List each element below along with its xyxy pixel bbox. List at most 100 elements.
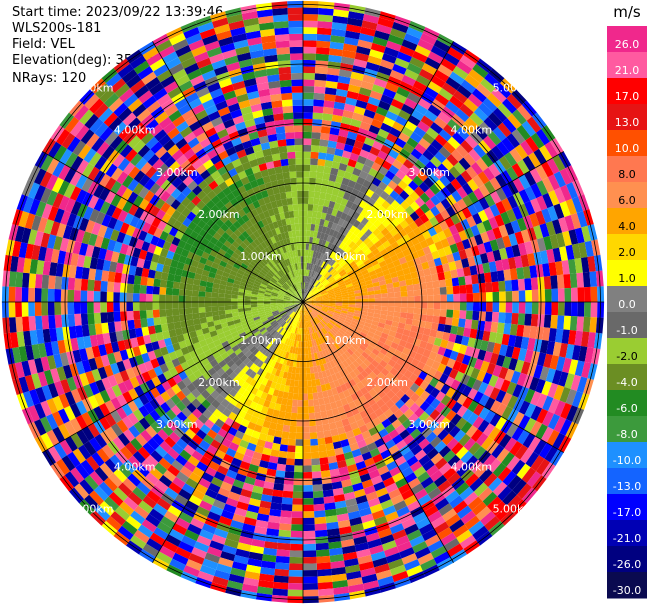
gate-cell xyxy=(319,260,324,267)
gate-cell xyxy=(304,282,307,290)
gate-cell xyxy=(535,164,548,181)
gate-cell xyxy=(377,372,386,381)
gate-cell xyxy=(309,304,316,308)
gate-cell xyxy=(321,308,328,312)
gate-cell xyxy=(480,340,489,352)
gate-cell xyxy=(240,334,249,342)
gate-cell xyxy=(426,308,434,316)
gate-cell xyxy=(195,483,208,495)
gate-cell xyxy=(340,397,349,406)
gate-cell xyxy=(214,449,226,460)
gate-cell xyxy=(112,436,125,451)
gate-cell xyxy=(389,466,402,477)
gate-cell xyxy=(430,436,442,448)
gate-cell xyxy=(69,417,82,433)
gate-cell xyxy=(338,355,346,363)
gate-cell xyxy=(303,302,305,309)
gate-cell xyxy=(432,315,440,324)
gate-cell xyxy=(48,315,56,329)
gate-cell xyxy=(311,132,321,140)
gate-cell xyxy=(335,142,346,151)
gate-cell xyxy=(319,404,327,412)
gate-cell xyxy=(253,358,261,366)
gate-cell xyxy=(172,315,181,323)
gate-cell xyxy=(422,132,435,145)
gate-cell xyxy=(329,298,336,301)
gate-cell xyxy=(312,119,323,127)
gate-cell xyxy=(140,318,148,328)
gate-cell xyxy=(511,244,521,258)
gate-cell xyxy=(371,118,383,129)
gate-cell xyxy=(313,99,325,107)
gate-cell xyxy=(282,424,290,433)
gate-cell xyxy=(274,403,282,411)
gate-cell xyxy=(318,398,325,406)
gate-cell xyxy=(418,411,430,423)
gate-cell xyxy=(492,126,507,142)
gate-cell xyxy=(349,275,357,281)
gate-cell xyxy=(342,445,352,454)
gate-cell xyxy=(381,200,391,210)
gate-cell xyxy=(306,283,310,290)
gate-cell xyxy=(464,74,481,89)
gate-cell xyxy=(328,54,342,63)
gate-cell xyxy=(255,320,263,326)
gate-cell xyxy=(294,380,299,387)
gate-cell xyxy=(309,277,313,284)
gate-cell xyxy=(511,279,519,291)
gate-cell xyxy=(518,290,526,302)
gate-cell xyxy=(85,455,100,471)
gate-cell xyxy=(376,271,384,278)
gate-cell xyxy=(422,348,432,358)
gate-cell xyxy=(330,428,339,437)
gate-cell xyxy=(487,458,502,473)
gate-cell xyxy=(99,462,114,478)
gate-cell xyxy=(427,487,442,500)
gate-cell xyxy=(216,367,226,377)
gate-cell xyxy=(281,503,293,512)
gate-cell xyxy=(349,323,357,329)
gate-cell xyxy=(310,223,316,231)
gate-cell xyxy=(322,423,331,432)
gate-cell xyxy=(257,397,266,406)
gate-cell xyxy=(476,222,487,234)
gate-cell xyxy=(374,267,383,274)
gate-cell xyxy=(110,410,122,424)
gate-cell xyxy=(520,448,534,464)
gate-cell xyxy=(327,290,335,294)
gate-cell xyxy=(364,276,372,282)
gate-cell xyxy=(218,413,229,423)
gate-cell xyxy=(242,523,256,533)
gate-cell xyxy=(495,259,504,272)
gate-cell xyxy=(578,346,588,362)
gate-cell xyxy=(458,157,471,171)
gate-cell xyxy=(291,524,303,532)
gate-cell xyxy=(281,312,288,318)
gate-cell xyxy=(252,328,260,335)
gate-cell xyxy=(191,296,199,302)
gate-cell xyxy=(276,463,286,472)
gate-cell xyxy=(287,583,303,590)
gate-cell xyxy=(307,276,310,283)
gate-cell xyxy=(385,482,399,494)
gate-cell xyxy=(536,458,550,476)
gate-cell xyxy=(202,558,219,570)
gate-cell xyxy=(347,311,355,316)
gate-cell xyxy=(460,218,471,231)
gate-cell xyxy=(309,326,314,334)
gate-cell xyxy=(496,237,506,250)
gate-cell xyxy=(368,206,378,216)
gate-cell xyxy=(316,302,323,305)
gate-cell xyxy=(505,302,513,313)
gate-cell xyxy=(389,523,405,535)
gate-cell xyxy=(480,511,496,526)
gate-cell xyxy=(303,144,312,152)
gate-cell xyxy=(303,7,319,15)
gate-cell xyxy=(94,323,103,335)
gate-cell xyxy=(356,214,365,223)
gate-cell xyxy=(146,538,163,552)
gate-cell xyxy=(22,272,30,288)
gate-cell xyxy=(329,300,336,302)
gate-cell xyxy=(165,534,182,547)
gate-cell xyxy=(421,62,438,76)
